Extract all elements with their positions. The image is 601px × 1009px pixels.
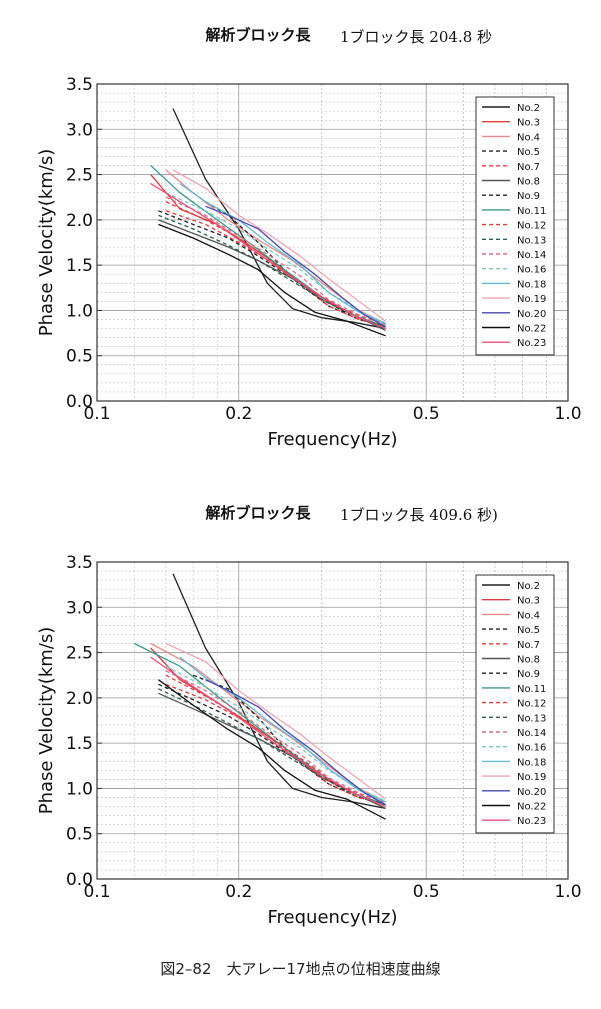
legend-label: No.3: [517, 118, 540, 129]
legend-label: No.20: [517, 787, 546, 798]
series-line-no14: [165, 670, 386, 804]
series-line-no7: [165, 674, 386, 806]
legend-label: No.13: [517, 235, 546, 246]
plot-frame: [96, 83, 569, 402]
legend-label: No.20: [517, 309, 546, 320]
legend-label: No.12: [517, 699, 546, 710]
y-tick-label: 3.0: [66, 598, 93, 618]
y-tick-label: 2.5: [66, 166, 93, 186]
legend-label: No.3: [517, 596, 540, 607]
series-line-no18: [179, 656, 386, 803]
legend-label: No.22: [517, 324, 546, 335]
y-axis-label: Phase Velocity(km/s): [36, 149, 57, 337]
x-tick-label: 0.1: [83, 882, 110, 902]
x-tick-label: 0.2: [225, 404, 252, 424]
legend-label: No.14: [517, 728, 546, 739]
x-tick-label: 0.5: [413, 882, 440, 902]
legend-label: No.16: [517, 265, 546, 276]
legend-label: No.11: [517, 684, 546, 695]
chart-subtitle-2: 1ブロック長 409.6 秒): [340, 506, 498, 524]
legend-label: No.22: [517, 802, 546, 813]
y-tick-label: 1.0: [66, 301, 93, 321]
y-tick-label: 2.5: [66, 644, 93, 664]
y-axis-label: Phase Velocity(km/s): [36, 627, 57, 815]
legend-box: [475, 574, 555, 834]
series-line-no13: [158, 688, 386, 806]
legend-label: No.7: [517, 162, 540, 173]
chart-title-2: 解析ブロック長: [205, 504, 311, 522]
legend-label: No.14: [517, 250, 546, 261]
x-tick-label: 1.0: [554, 404, 581, 424]
series-line-no22: [158, 223, 386, 337]
legend-label: No.9: [517, 669, 540, 680]
legend-label: No.19: [517, 772, 546, 783]
legend-label: No.23: [517, 338, 546, 349]
figure-caption: 図2–82 大アレー17地点の位相速度曲線: [160, 960, 441, 978]
y-tick-label: 3.5: [66, 553, 93, 573]
series-line-no2: [172, 573, 386, 810]
phase-velocity-chart-204: 解析ブロック長 1ブロック長 204.8 秒 0.0 0.5 1.0 1.5 2.0 2.5 3…: [36, 26, 582, 450]
series-line-no5: [158, 210, 386, 328]
legend-label: No.11: [517, 206, 546, 217]
legend-label: No.16: [517, 743, 546, 754]
x-tick-label: 0.5: [413, 404, 440, 424]
y-tick-label: 0.5: [66, 825, 93, 845]
legend-label: No.4: [517, 132, 540, 143]
legend-label: No.18: [517, 757, 546, 768]
legend-box: [475, 96, 555, 356]
plot-frame: [96, 561, 569, 880]
series-line-no19: [172, 169, 386, 322]
chart-subtitle-1: 1ブロック長 204.8 秒: [340, 28, 492, 46]
y-tick-label: 0.0: [66, 392, 93, 412]
series-line-no20: [205, 679, 386, 806]
series-line-no12: [165, 683, 386, 803]
x-axis-label: Frequency(Hz): [267, 429, 397, 450]
y-tick-label: 0.0: [66, 870, 93, 890]
legend-label: No.19: [517, 294, 546, 305]
series-line-no7: [165, 201, 386, 328]
series-line-no18: [179, 183, 386, 325]
legend-label: No.2: [517, 581, 540, 592]
legend-label: No.9: [517, 191, 540, 202]
y-tick-label: 1.5: [66, 734, 93, 754]
series-line-no16: [165, 192, 386, 324]
y-tick-label: 1.5: [66, 256, 93, 276]
y-tick-label: 0.5: [66, 347, 93, 367]
x-tick-label: 0.2: [225, 882, 252, 902]
legend-label: No.8: [517, 655, 540, 666]
series-line-no12: [165, 210, 386, 325]
y-tick-label: 1.0: [66, 779, 93, 799]
series-line-no23: [150, 183, 386, 330]
series-line-no23: [150, 656, 386, 808]
y-tick-label: 3.5: [66, 75, 93, 95]
phase-velocity-chart-409: 解析ブロック長 1ブロック長 409.6 秒) 0.0 0.5 1.0 1.5 2.0 2.5…: [36, 504, 582, 928]
x-tick-label: 0.1: [83, 404, 110, 424]
legend-label: No.5: [517, 147, 540, 158]
legend-label: No.4: [517, 610, 540, 621]
y-tick-label: 2.0: [66, 211, 93, 231]
legend-label: No.13: [517, 713, 546, 724]
series-line-no19: [165, 642, 386, 800]
y-tick-label: 2.0: [66, 689, 93, 709]
legend-label: No.8: [517, 177, 540, 188]
series-line-no16: [165, 665, 386, 802]
x-axis-label: Frequency(Hz): [267, 907, 397, 928]
legend-label: No.5: [517, 625, 540, 636]
x-tick-label: 1.0: [554, 882, 581, 902]
legend-label: No.18: [517, 279, 546, 290]
legend-label: No.23: [517, 816, 546, 827]
legend-label: No.2: [517, 103, 540, 114]
y-tick-label: 3.0: [66, 120, 93, 140]
series-line-no20: [205, 205, 386, 328]
series-line-no22: [158, 679, 386, 820]
chart-title-1: 解析ブロック長: [205, 26, 311, 44]
series-line-no14: [165, 196, 386, 326]
legend-label: No.7: [517, 640, 540, 651]
legend-label: No.12: [517, 221, 546, 232]
